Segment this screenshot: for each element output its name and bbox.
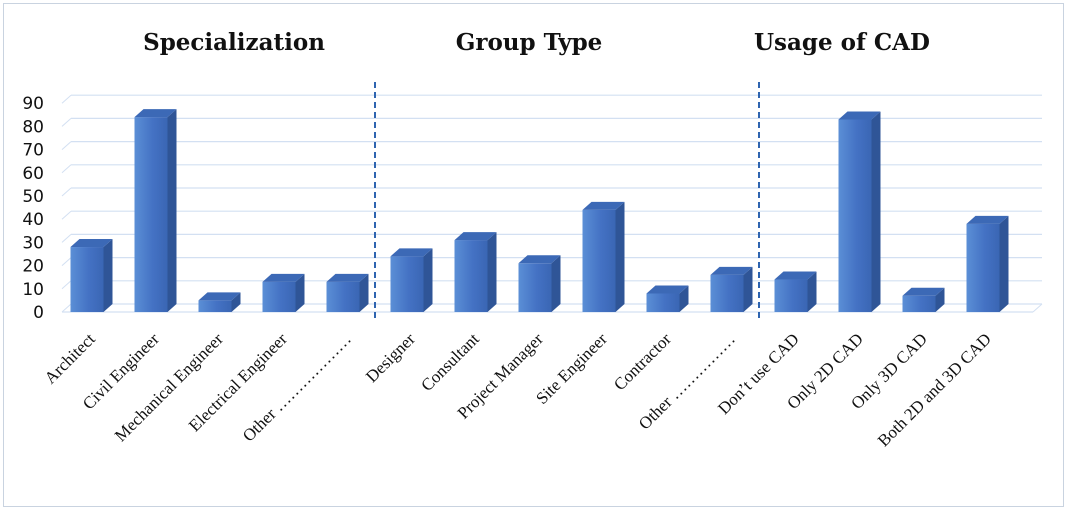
bar-top [262,273,305,282]
bar [454,232,497,312]
bar [902,287,945,312]
y-tick-label: 50 [22,187,44,207]
bar-front [966,223,1000,312]
bar [646,285,689,312]
y-tick-label: 60 [22,164,44,184]
bar-top [710,266,753,275]
bar-front [710,274,744,312]
bar-side [359,273,369,312]
floor-side [1032,303,1043,313]
bar-side [103,239,113,312]
bar-side [807,271,817,312]
bar [262,273,305,312]
bar-side [551,255,561,312]
y-tick-label: 40 [22,210,44,230]
group-title: Usage of CAD [754,29,930,56]
y-tick-label: 10 [22,280,44,300]
y-tick-label: 80 [22,117,44,137]
bar-front [646,293,680,312]
bar-top [838,111,881,120]
bar-top [582,201,625,210]
bar-front [70,247,104,312]
bar-top [774,271,817,280]
group-title: Specialization [143,29,325,56]
x-tick-label: Both 2D and 3D CAD [874,329,995,450]
x-tick-label: Architect [41,329,99,387]
bar-side [615,201,625,312]
x-tick-label: Designer [362,329,419,386]
bar [966,215,1009,312]
bar-side [679,285,689,312]
bar-top [454,232,497,241]
bar-side [167,109,177,313]
bar [838,111,881,312]
bar-front [326,281,360,312]
gridline-side [61,94,72,104]
bar [134,109,177,313]
bar-top [390,248,433,257]
bar-side [935,287,945,312]
bar [518,255,561,312]
bar-side [743,266,753,312]
bar [326,273,369,312]
x-tick-label: Other ……………… [239,329,355,445]
bar [710,266,753,312]
bar-front [454,240,488,312]
bar-side [423,248,433,312]
y-tick-label: 20 [22,257,44,277]
y-tick-label: 70 [22,141,44,161]
bar-front [198,300,232,312]
bar-top [646,285,689,294]
y-tick-label: 30 [22,233,44,253]
gridline-side [61,257,72,266]
bar [774,271,817,312]
bar-side [871,111,881,312]
x-tick-label: Mechanical Engineer [111,329,227,445]
bar-top [198,292,241,301]
bar-side [487,232,497,312]
y-tick-label: 0 [33,303,44,323]
bar-side [231,292,241,312]
bar [390,248,433,312]
bar-front [838,119,872,312]
x-tick-label: Consultant [417,329,483,395]
gridline-side [61,303,72,313]
group-title: Group Type [456,29,603,56]
bar-side [999,215,1009,312]
bar-front [134,117,168,313]
bar-top [134,109,177,118]
bar-top [518,255,561,264]
gridline-side [61,234,72,243]
gridline-side [61,118,72,127]
bar-top [966,215,1009,224]
y-tick-label: 90 [22,94,44,114]
bar-front [582,209,616,312]
gridline-side [61,187,72,197]
bar [70,239,113,312]
gridline-side [61,164,72,174]
gridline-side [61,141,72,150]
bar [198,292,241,312]
bar-side [295,273,305,312]
bar-top [902,287,945,296]
bar-front [902,295,936,312]
bar-top [70,239,113,248]
bar [582,201,625,312]
x-tick-label: Contractor [610,329,675,394]
bar-front [518,263,552,312]
chart-frame: 0 10 20 30 40 50 60 70 80 90 Architect Civil Engine… [3,3,1064,507]
bar-front [262,281,296,312]
bar-top [326,273,369,282]
gridline-side [61,210,72,220]
gridline-side [61,280,72,290]
bar-front [390,256,424,312]
bar-front [774,279,808,312]
